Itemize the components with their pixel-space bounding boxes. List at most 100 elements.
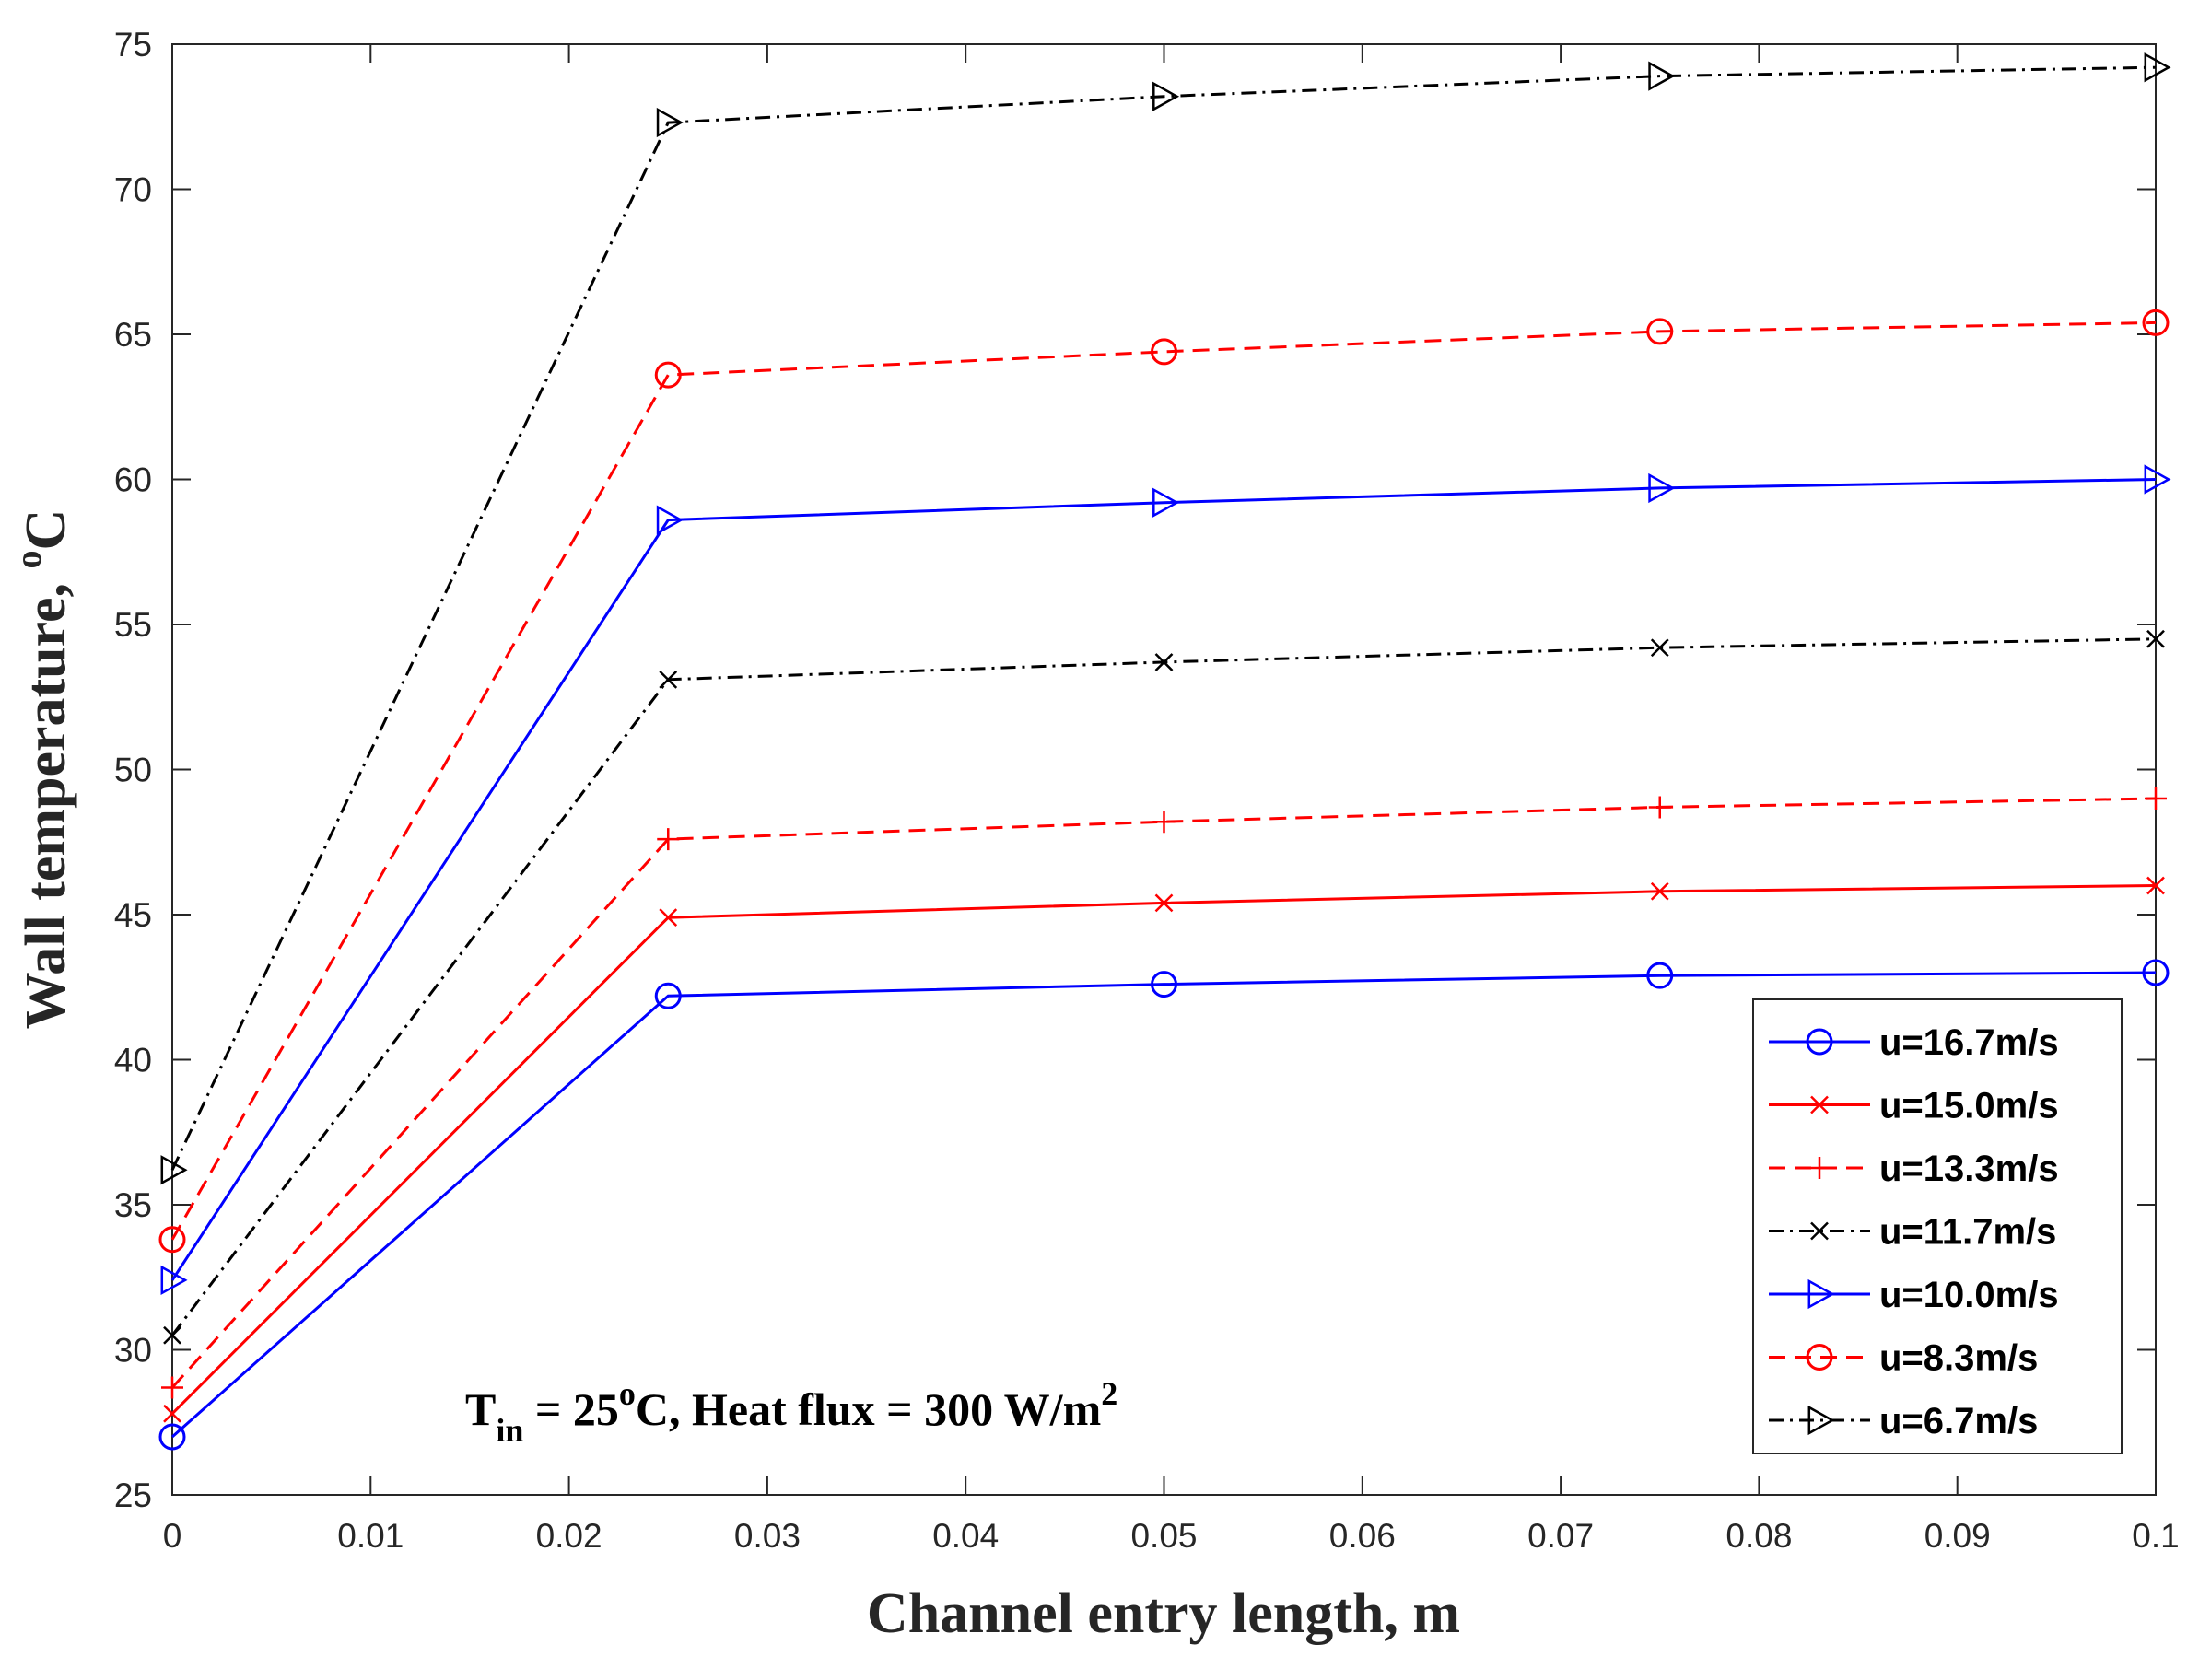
data-point-plus-marker <box>161 1376 183 1399</box>
legend-label: u=10.0m/s <box>1879 1275 2059 1315</box>
data-point-x-marker <box>659 908 678 928</box>
annotation-subscript: in <box>496 1412 523 1449</box>
series-line <box>170 478 2157 1281</box>
data-point-triangle-marker <box>1807 1405 1835 1436</box>
x-tick-label: 0.08 <box>1725 1517 1792 1555</box>
y-tick-label: 30 <box>114 1332 152 1370</box>
y-axis-title: Wall temperature, oC <box>7 509 77 1030</box>
x-tick-label: 0.01 <box>337 1517 404 1555</box>
axis-ticks <box>171 43 2157 1496</box>
series-u-15-0m-s <box>163 876 2165 1423</box>
data-point-triangle-marker <box>1152 487 1180 518</box>
annotation-t-symbol: T <box>465 1383 496 1435</box>
series-layer <box>158 52 2171 1451</box>
x-tick-label: 0.1 <box>2132 1517 2179 1555</box>
data-point-circle-marker <box>1646 962 1674 989</box>
annotation-sq-superscript: 2 <box>1101 1375 1117 1412</box>
data-point-triangle-marker <box>656 107 684 138</box>
annotation-equals: = 25 <box>523 1383 619 1435</box>
legend-item: u=16.7m/s <box>1769 1022 2059 1063</box>
data-point-triangle-marker <box>2144 52 2171 83</box>
data-point-triangle-marker <box>1807 1278 1835 1310</box>
y-tick-label: 75 <box>114 26 152 64</box>
y-axis-title-unit: C <box>15 509 77 551</box>
data-point-x-marker <box>163 1404 181 1423</box>
x-tick-label: 0.03 <box>734 1517 801 1555</box>
data-point-triangle-marker <box>2144 464 2171 495</box>
legend: u=16.7m/s u=15.0m/s u=13.3m/s u=11.7m/s u=10… <box>1752 998 2123 1454</box>
series-u-16-7m-s <box>158 959 2170 1451</box>
legend-item: u=6.7m/s <box>1769 1401 2038 1441</box>
data-point-triangle-marker <box>1152 81 1180 111</box>
legend-label: u=13.3m/s <box>1879 1149 2059 1189</box>
data-point-x-marker <box>2146 629 2165 648</box>
series-line <box>171 971 2157 1439</box>
series-u-6-7m-s <box>160 52 2171 1185</box>
data-point-circle-marker <box>1646 318 1674 345</box>
legend-label: u=16.7m/s <box>1879 1022 2059 1063</box>
data-point-circle-marker <box>654 982 682 1009</box>
y-axis-title-text: Wall temperature, <box>15 568 77 1029</box>
data-point-circle-marker <box>2142 959 2170 986</box>
data-point-triangle-marker <box>656 505 684 535</box>
data-point-x-marker <box>1154 893 1174 913</box>
series-u-11-7m-s <box>163 629 2165 1345</box>
data-point-circle-marker <box>158 1226 186 1254</box>
y-tick-labels: 25 30 35 40 45 50 55 60 65 70 75 <box>114 26 152 1514</box>
series-line <box>170 65 2157 1171</box>
data-point-circle-marker <box>1806 1344 1833 1371</box>
y-tick-label: 25 <box>114 1476 152 1514</box>
data-point-triangle-marker <box>160 1155 188 1185</box>
legend-item: u=11.7m/s <box>1769 1212 2056 1253</box>
data-point-x-marker <box>2146 876 2165 895</box>
y-axis-title-superscript: o <box>7 550 49 568</box>
x-tick-label: 0.02 <box>536 1517 602 1555</box>
annotation: Tin = 25oC, Heat flux = 300 W/m2 <box>465 1375 1117 1449</box>
data-point-plus-marker <box>1648 796 1671 819</box>
data-point-x-marker <box>163 1325 181 1345</box>
data-point-triangle-marker <box>1648 472 1676 504</box>
x-tick-label: 0.09 <box>1924 1517 1991 1555</box>
legend-label: u=8.3m/s <box>1879 1338 2038 1379</box>
legend-item: u=15.0m/s <box>1769 1086 2059 1126</box>
series-u-10-0m-s <box>160 464 2171 1296</box>
data-point-triangle-marker <box>160 1265 188 1296</box>
legend-label: u=11.7m/s <box>1879 1212 2056 1253</box>
y-tick-label: 55 <box>114 606 152 644</box>
x-tick-label: 0 <box>163 1517 182 1555</box>
data-point-plus-marker <box>657 828 680 851</box>
legend-label: u=6.7m/s <box>1879 1401 2038 1441</box>
series-u-13-3m-s <box>161 788 2167 1399</box>
data-point-x-marker <box>1650 638 1669 658</box>
y-tick-label: 50 <box>114 752 152 789</box>
y-tick-label: 60 <box>114 461 152 499</box>
y-tick-label: 65 <box>114 316 152 354</box>
series-line <box>170 321 2157 1241</box>
x-tick-label: 0.06 <box>1329 1517 1396 1555</box>
data-point-triangle-marker <box>1648 61 1676 91</box>
annotation-deg-superscript: o <box>619 1375 636 1412</box>
legend-item: u=13.3m/s <box>1769 1149 2059 1189</box>
y-tick-label: 45 <box>114 896 152 934</box>
data-point-circle-marker <box>158 1423 186 1451</box>
legend-item: u=10.0m/s <box>1769 1275 2059 1315</box>
data-point-circle-marker <box>2142 309 2170 336</box>
data-point-x-marker <box>1650 881 1669 901</box>
legend-label: u=15.0m/s <box>1879 1086 2059 1126</box>
x-axis-title: Channel entry length, m <box>867 1582 1460 1645</box>
data-point-circle-marker <box>1151 971 1177 998</box>
y-tick-label: 70 <box>114 171 152 209</box>
data-point-x-marker <box>1810 1095 1829 1114</box>
legend-item: u=8.3m/s <box>1769 1338 2038 1379</box>
data-point-plus-marker <box>1808 1157 1831 1179</box>
annotation-rest: C, Heat flux = 300 W/m <box>636 1383 1101 1435</box>
data-point-plus-marker <box>2145 788 2167 810</box>
data-point-x-marker <box>1154 653 1174 671</box>
data-point-circle-marker <box>1806 1028 1833 1056</box>
data-point-circle-marker <box>654 361 682 389</box>
y-tick-label: 35 <box>114 1186 152 1224</box>
data-point-x-marker <box>1810 1221 1829 1241</box>
x-tick-label: 0.04 <box>932 1517 999 1555</box>
y-tick-label: 40 <box>114 1042 152 1079</box>
